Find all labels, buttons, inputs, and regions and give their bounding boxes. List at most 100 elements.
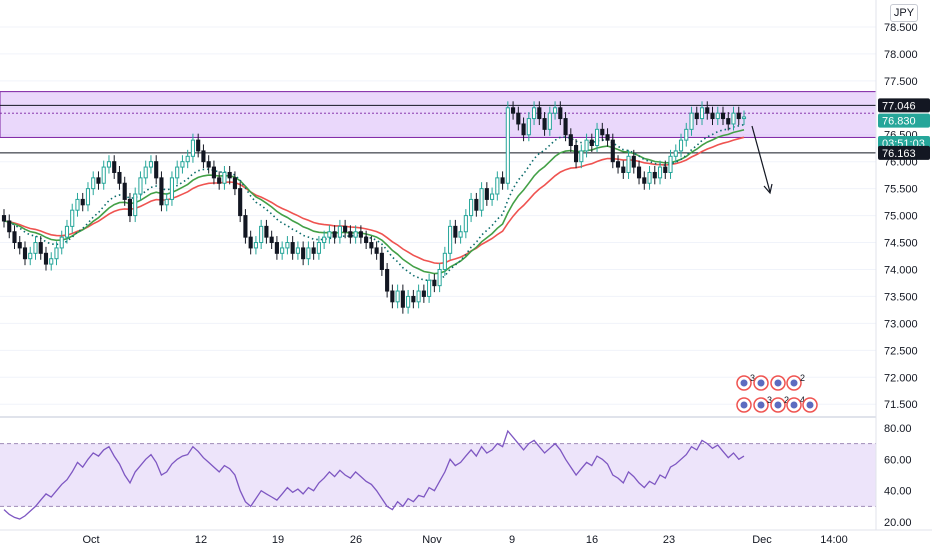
candle-body (490, 193, 495, 200)
candle-body (553, 107, 558, 114)
candle-body (521, 123, 526, 136)
event-badges[interactable]: 3 2 3 2 4 (736, 373, 818, 413)
candle-body (427, 279, 432, 297)
candle-body (631, 155, 636, 168)
candle-body (626, 155, 631, 173)
candle-body (290, 242, 295, 254)
candle-body (311, 247, 316, 254)
candle-body (38, 242, 43, 254)
candle-body (642, 177, 647, 184)
arrow-line (751, 125, 771, 193)
price-tick-label: 73.500 (884, 291, 918, 303)
candle-body (248, 236, 253, 249)
price-tick-label: 78.500 (884, 22, 918, 34)
candle-body (710, 112, 715, 120)
candle-body (542, 118, 547, 130)
time-tick-label: 23 (663, 534, 675, 546)
candle-body (668, 155, 673, 173)
candle-body (400, 290, 405, 308)
candle-body (458, 231, 463, 238)
price-tick-label: 72.000 (884, 372, 918, 384)
candle-body (316, 242, 321, 254)
candle-body (463, 215, 468, 233)
rsi-pane (0, 429, 876, 520)
candle-body (1, 215, 7, 222)
candle-body (353, 231, 358, 238)
candle-body (259, 225, 264, 244)
candle-body (12, 231, 17, 244)
candle-body (190, 139, 195, 157)
candle-body (138, 177, 143, 195)
currency-badge[interactable]: JPY (890, 4, 918, 22)
candle-body (411, 295, 416, 303)
candle-body (516, 112, 521, 125)
candle-body (615, 161, 621, 168)
rsi-tick-label: 60.00 (884, 454, 912, 466)
price-axis[interactable]: 78.50078.00077.50077.00076.50076.00075.5… (875, 0, 932, 535)
candle-body (112, 161, 117, 173)
candle-body (715, 112, 720, 120)
candle-body (295, 247, 300, 254)
price-tick-label: 72.500 (884, 345, 918, 357)
candle-body (133, 193, 138, 217)
candle-body (253, 242, 258, 249)
candle-body (374, 247, 379, 254)
candle-body (511, 107, 516, 114)
candle-body (699, 107, 705, 120)
moving-averages (3, 123, 745, 282)
event-badge-flag-icon (790, 401, 798, 409)
ema-dotted-line (3, 123, 745, 282)
time-axis[interactable]: Oct 12 19 26 Nov 9 16 23 Dec 14:00 (0, 529, 932, 550)
resistance-price-tag-bg (878, 98, 930, 113)
support-price-tag-bg (878, 145, 930, 160)
ema-mid-line (3, 129, 745, 275)
candle-body (437, 268, 442, 287)
candle-body (573, 145, 579, 163)
candle-body (563, 118, 568, 136)
rsi-tick-label: 20.00 (884, 517, 912, 529)
candle-body (537, 107, 542, 120)
candle-body (280, 247, 285, 254)
time-tick-label: Oct (82, 534, 99, 546)
candle-body (500, 177, 505, 184)
price-tick-label: 75.000 (884, 211, 918, 223)
event-badge-flag-icon (790, 379, 798, 387)
candle-body (568, 134, 573, 147)
candle-body (726, 118, 731, 125)
candle-body (479, 188, 484, 211)
candle-body (416, 290, 421, 303)
candle-body (206, 161, 211, 168)
candle-body (306, 247, 311, 260)
event-badge-count: 2 (784, 395, 789, 405)
candle-body (694, 112, 699, 120)
candle-body (222, 171, 227, 184)
candle-body (122, 182, 127, 200)
candle-body (70, 209, 75, 227)
candle-body (175, 166, 180, 179)
candle-body (22, 247, 28, 260)
event-badge-flag-icon (740, 401, 748, 409)
price-tick-label: 77.500 (884, 76, 918, 88)
candle-body (180, 161, 185, 168)
event-badge-flag-icon (774, 379, 782, 387)
candle-body (185, 155, 190, 163)
resistance-price-tag: 77.046 (882, 100, 916, 112)
arrow-head (763, 183, 773, 195)
event-badge-flag-icon (740, 379, 748, 387)
time-tick-label: Nov (422, 534, 442, 546)
candle-body (684, 128, 689, 141)
candle-body (689, 112, 694, 130)
candle-body (269, 236, 274, 244)
last-price-tag-bg (878, 113, 930, 128)
candle-body (474, 198, 479, 211)
candle-body (274, 242, 279, 254)
candle-body (673, 150, 678, 157)
candle-body (327, 231, 332, 238)
candle-body (17, 242, 22, 249)
candle-body (406, 295, 411, 308)
candle-body (547, 112, 552, 130)
candle-body (148, 161, 154, 168)
candle-body (243, 215, 248, 238)
candle-body (379, 252, 384, 270)
